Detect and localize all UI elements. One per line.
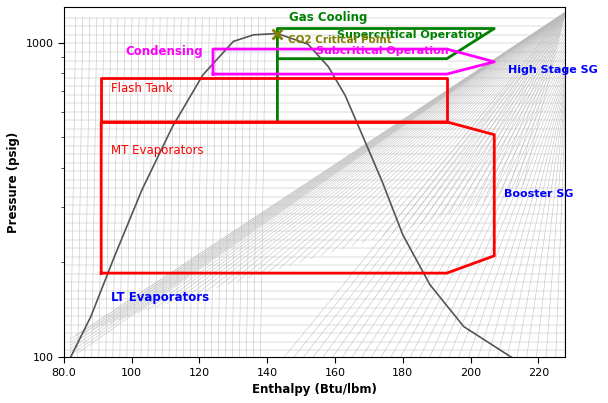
Y-axis label: Pressure (psig): Pressure (psig) bbox=[7, 131, 20, 233]
Text: Flash Tank: Flash Tank bbox=[111, 82, 173, 95]
Text: High Stage SG: High Stage SG bbox=[508, 65, 598, 75]
Text: LT Evaporators: LT Evaporators bbox=[111, 291, 210, 304]
Text: Condensing: Condensing bbox=[125, 46, 203, 58]
Text: Gas Cooling: Gas Cooling bbox=[289, 11, 367, 24]
Text: MT Evaporators: MT Evaporators bbox=[111, 144, 204, 157]
Text: Booster SG: Booster SG bbox=[505, 189, 574, 199]
X-axis label: Enthalpy (Btu/lbm): Enthalpy (Btu/lbm) bbox=[252, 383, 377, 396]
Text: Supercritical Operation: Supercritical Operation bbox=[337, 30, 482, 40]
Text: Subcritical Operation: Subcritical Operation bbox=[316, 46, 449, 56]
Text: CO2 Critical Point: CO2 Critical Point bbox=[288, 35, 392, 45]
